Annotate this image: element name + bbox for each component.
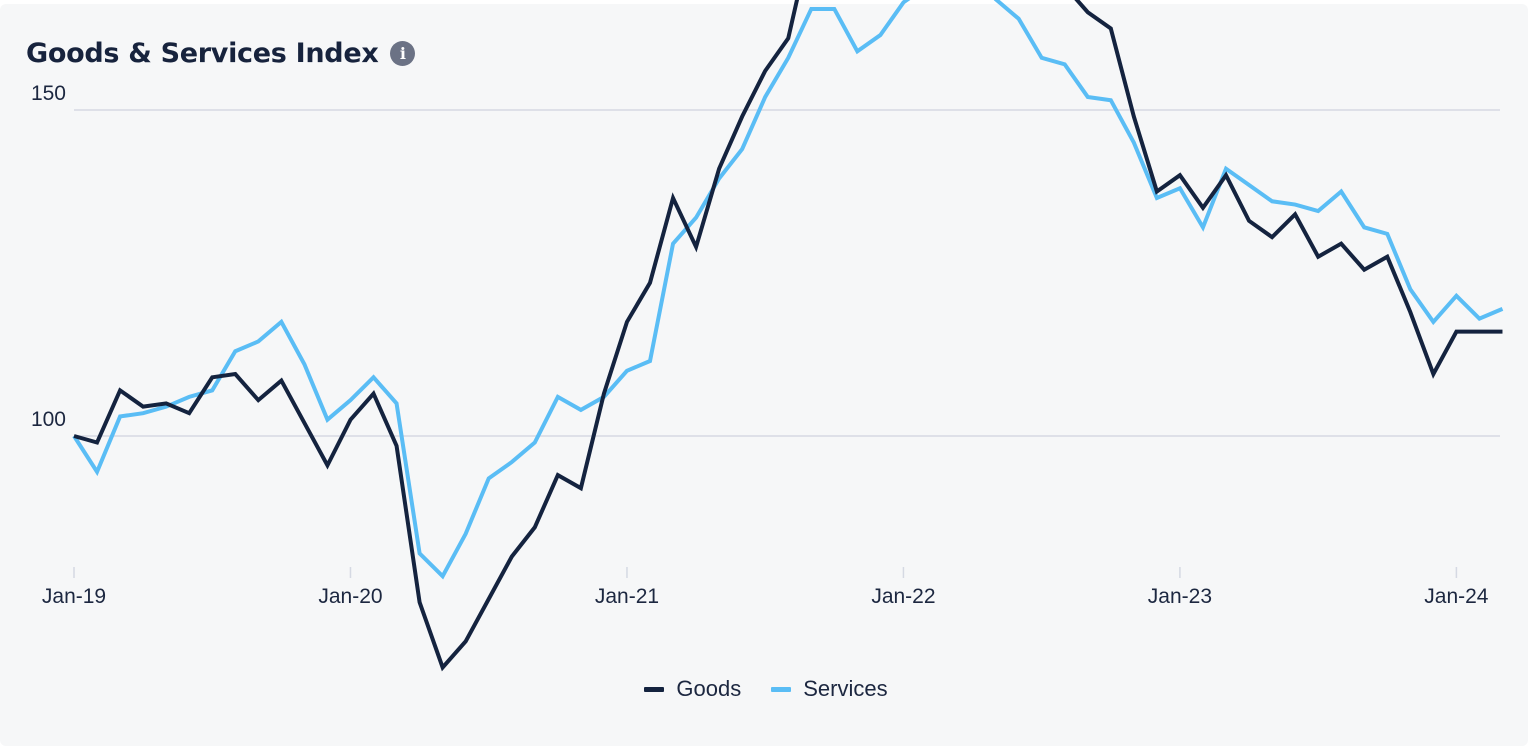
y-tick-label: 150 — [31, 82, 66, 105]
series-line-goods — [73, 0, 1503, 672]
legend: Goods Services — [0, 676, 1532, 702]
chart-title: Goods & Services Index — [26, 38, 379, 69]
series-line-services — [72, 0, 1504, 580]
info-icon[interactable]: i — [390, 41, 416, 66]
x-tick-label: Jan-19 — [42, 585, 106, 608]
x-tick-label: Jan-24 — [1424, 585, 1489, 608]
legend-item-goods[interactable]: Goods — [644, 676, 741, 702]
x-tick-label: Jan-22 — [871, 585, 935, 608]
legend-swatch-goods — [644, 686, 665, 692]
x-tick-label: Jan-21 — [595, 585, 659, 608]
legend-item-services[interactable]: Services — [771, 676, 888, 702]
legend-swatch-services — [771, 686, 792, 692]
x-tick-label: Jan-23 — [1148, 585, 1212, 608]
chart-card: Goods & Services Index i — [0, 4, 1528, 746]
legend-label-goods: Goods — [676, 676, 742, 701]
title-row: Goods & Services Index i — [26, 38, 416, 69]
x-tick-label: Jan-20 — [318, 585, 382, 608]
legend-label-services: Services — [803, 676, 888, 701]
y-tick-label: 100 — [31, 408, 66, 431]
